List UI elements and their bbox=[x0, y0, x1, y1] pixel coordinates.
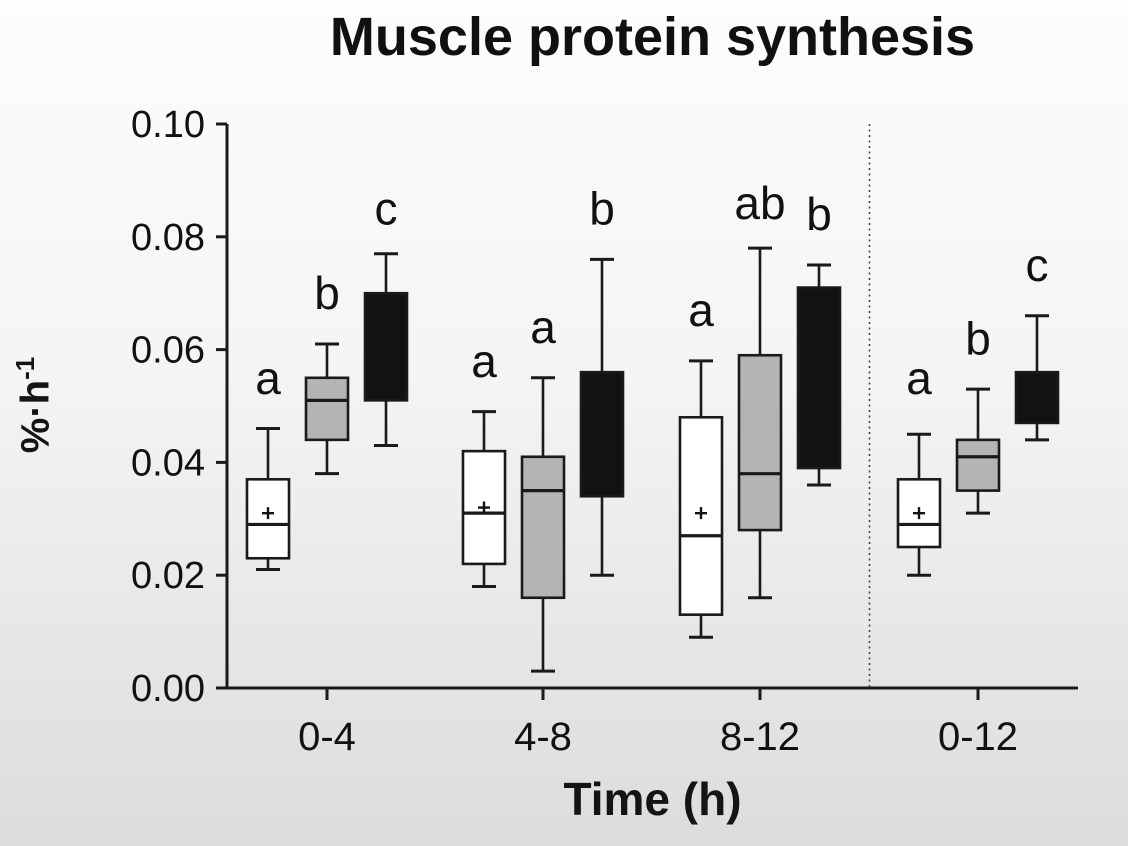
y-axis-ticks: 0.00 0.02 0.04 0.06 0.08 0.10 bbox=[131, 104, 227, 710]
significance-letter: b bbox=[965, 312, 991, 364]
y-tick-label: 0.08 bbox=[131, 217, 205, 259]
y-tick-label: 0.04 bbox=[131, 442, 205, 484]
box-gray-0-12: b bbox=[955, 312, 1001, 515]
y-axis-label-exponent: -1 bbox=[10, 356, 40, 380]
iqr-box bbox=[1014, 370, 1060, 425]
box-white-8-12: a bbox=[678, 284, 724, 639]
y-tick-label: 0.10 bbox=[131, 104, 205, 146]
significance-letter: c bbox=[1026, 239, 1049, 291]
significance-letter: a bbox=[255, 352, 281, 404]
significance-letter: a bbox=[530, 301, 556, 353]
box-black-0-12: c bbox=[1014, 239, 1060, 442]
box-gray-4-8: a bbox=[520, 301, 566, 673]
box-black-0-4: c bbox=[363, 183, 409, 447]
iqr-box bbox=[737, 353, 783, 532]
mean-plus-marker bbox=[262, 507, 274, 520]
y-tick-label: 0.06 bbox=[131, 330, 205, 372]
y-axis-label: %·h-1 bbox=[10, 317, 58, 493]
x-axis-ticks: 0-4 4-8 8-12 0-12 bbox=[298, 688, 1018, 759]
x-tick-label: 4-8 bbox=[514, 715, 572, 759]
significance-letter: b bbox=[314, 267, 340, 319]
box-gray-0-4: b bbox=[304, 267, 350, 476]
mean-plus-marker bbox=[913, 507, 925, 520]
axes-lines bbox=[225, 124, 1078, 690]
significance-letter: b bbox=[806, 188, 832, 240]
x-tick-label: 0-12 bbox=[938, 715, 1018, 759]
mean-plus-marker bbox=[695, 507, 707, 520]
mean-plus-marker bbox=[478, 501, 490, 514]
iqr-box bbox=[796, 286, 842, 470]
iqr-box bbox=[579, 370, 625, 498]
y-tick-label: 0.00 bbox=[131, 668, 205, 710]
iqr-box bbox=[363, 291, 409, 402]
x-axis-label: Time (h) bbox=[563, 773, 742, 825]
box-black-8-12: b bbox=[796, 188, 842, 487]
iqr-box bbox=[520, 455, 566, 600]
y-tick-label: 0.02 bbox=[131, 555, 205, 597]
chart-title: Muscle protein synthesis bbox=[329, 7, 976, 67]
significance-letter: b bbox=[589, 183, 615, 235]
significance-letter: a bbox=[688, 284, 714, 336]
significance-letter: c bbox=[375, 183, 398, 235]
iqr-box bbox=[304, 376, 350, 442]
box-white-0-4: a bbox=[245, 352, 291, 572]
box-white-0-12: a bbox=[896, 352, 942, 577]
box-black-4-8: b bbox=[579, 183, 625, 577]
x-tick-label: 8-12 bbox=[720, 715, 800, 759]
box-white-4-8: a bbox=[461, 335, 507, 588]
significance-letter: a bbox=[471, 335, 497, 387]
x-tick-label: 0-4 bbox=[298, 715, 356, 759]
y-axis-label-base: %·h bbox=[13, 379, 58, 454]
significance-letter: ab bbox=[734, 177, 785, 229]
significance-letter: a bbox=[906, 352, 932, 404]
box-gray-8-12: ab bbox=[734, 177, 786, 600]
iqr-box bbox=[955, 438, 1001, 492]
